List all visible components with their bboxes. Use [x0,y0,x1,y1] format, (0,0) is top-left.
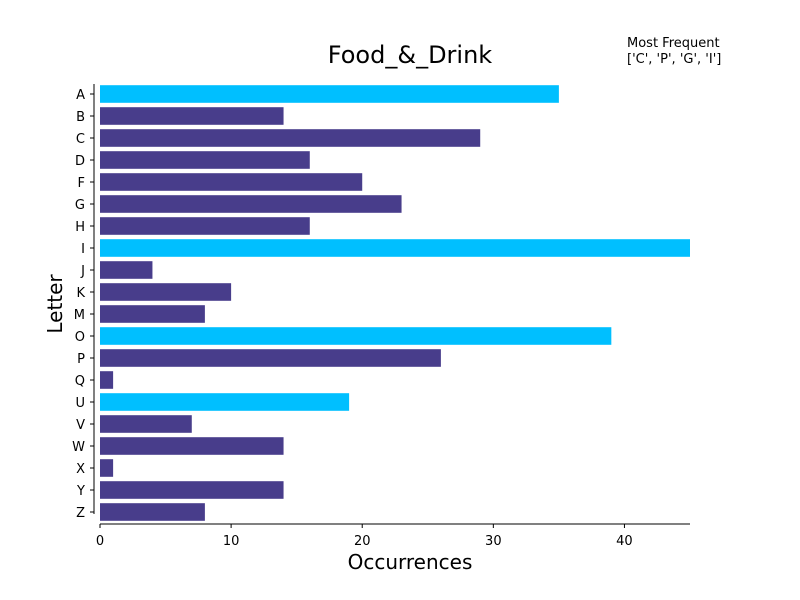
bar-y [100,481,284,499]
bar-c [100,129,481,147]
y-tick-label-w: W [72,440,85,455]
y-tick-label-m: M [74,308,85,323]
y-tick-label-o: O [75,330,85,345]
bar-f [100,173,363,191]
bar-z [100,503,205,521]
bar-q [100,371,114,389]
x-tick-label-40: 40 [616,534,633,549]
y-tick-label-z: Z [76,506,85,521]
y-tick-label-a: A [76,88,85,103]
y-tick-label-k: K [76,286,85,301]
bar-k [100,283,232,301]
annotation-line-1: Most Frequent [627,36,720,51]
bar-m [100,305,205,323]
y-tick-label-i: I [81,242,85,257]
bar-a [100,85,559,103]
y-tick-label-y: Y [76,484,85,499]
y-tick-label-h: H [75,220,85,235]
y-tick-label-d: D [75,154,85,169]
bar-u [100,393,350,411]
y-tick-label-c: C [76,132,85,147]
x-ticks-layer: 0 10 20 30 40 [96,524,633,549]
bar-b [100,107,284,125]
x-tick-label-20: 20 [354,534,371,549]
y-tick-label-p: P [77,352,85,367]
bar-h [100,217,310,235]
x-tick-label-0: 0 [96,534,104,549]
bar-o [100,327,612,345]
y-tick-label-g: G [75,198,85,213]
x-tick-label-30: 30 [485,534,502,549]
bar-i [100,239,690,257]
bar-p [100,349,441,367]
y-tick-label-q: Q [75,374,85,389]
y-tick-label-x: X [76,462,85,477]
bar-x [100,459,114,477]
y-axis-label: Letter [43,274,67,334]
bar-d [100,151,310,169]
bars-layer [100,85,690,521]
annotation-line-2: ['C', 'P', 'G', 'I'] [627,52,721,67]
x-axis-label: Occurrences [348,550,473,574]
y-tick-label-b: B [76,110,85,125]
y-tick-label-f: F [78,176,85,191]
y-tick-label-v: V [76,418,85,433]
bar-v [100,415,192,433]
x-tick-label-10: 10 [223,534,240,549]
bar-g [100,195,402,213]
bar-j [100,261,153,279]
chart-title: Food_&_Drink [328,41,492,69]
bar-w [100,437,284,455]
y-tick-label-j: J [80,264,85,279]
y-tick-label-u: U [75,396,85,411]
